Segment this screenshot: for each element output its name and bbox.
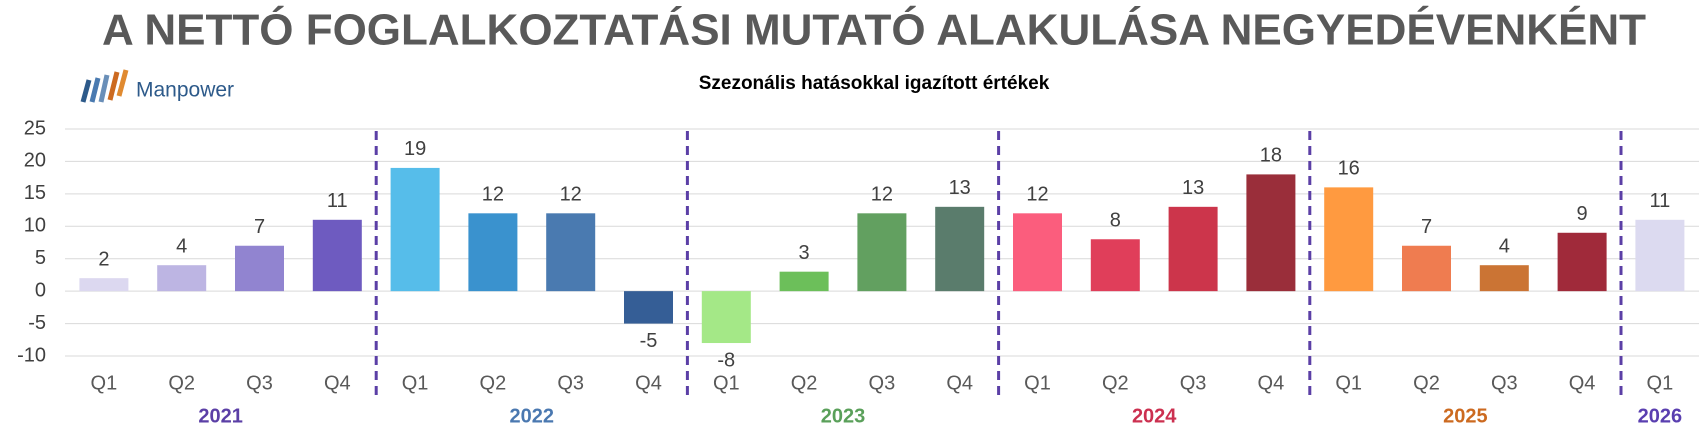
x-tick-label: Q4 [1258, 372, 1285, 394]
bar [157, 265, 207, 292]
y-tick-label: -5 [28, 312, 46, 334]
x-tick-label: Q3 [869, 372, 896, 394]
value-label: 18 [1260, 145, 1282, 167]
y-tick-label: 20 [24, 150, 46, 172]
bar [701, 291, 751, 344]
value-label: 8 [1110, 210, 1121, 232]
value-label: 12 [560, 184, 582, 206]
group-label: 2024 [1132, 405, 1177, 427]
y-tick-label: -10 [17, 344, 46, 366]
x-tick-label: Q1 [1647, 372, 1674, 394]
x-tick-label: Q4 [635, 372, 662, 394]
bar [857, 213, 907, 292]
y-tick-label: 0 [35, 279, 46, 301]
value-label: 7 [254, 216, 265, 238]
x-tick-label: Q2 [168, 372, 195, 394]
chart-title: A NETTÓ FOGLALKOZTATÁSI MUTATÓ ALAKULÁSA… [102, 5, 1646, 55]
value-label: 11 [327, 190, 348, 212]
value-label: 16 [1338, 158, 1360, 180]
x-tick-label: Q3 [246, 372, 273, 394]
bar [1402, 245, 1451, 292]
bar [468, 213, 518, 292]
value-label: 2 [98, 248, 109, 270]
y-tick-label: 15 [24, 182, 46, 204]
x-tick-label: Q1 [1335, 372, 1362, 394]
group-label: 2026 [1638, 405, 1683, 427]
logo-stripe [80, 79, 92, 103]
x-tick-label: Q2 [791, 372, 818, 394]
chart-subtitle: Szezonális hatásokkal igazított értékek [699, 73, 1050, 94]
bar [1324, 187, 1374, 292]
x-tick-label: Q1 [713, 372, 740, 394]
logo-stripe [98, 74, 110, 103]
x-tick-label: Q4 [324, 372, 351, 394]
logo: Manpower [80, 69, 234, 103]
value-label: 13 [949, 177, 971, 199]
bar [1246, 174, 1296, 292]
bar [1090, 239, 1140, 292]
group-label: 2021 [198, 405, 243, 427]
bar [546, 213, 596, 292]
bar [1168, 206, 1218, 292]
bar [935, 206, 985, 292]
bar [235, 245, 284, 292]
value-label: 13 [1182, 177, 1204, 199]
value-label: 12 [482, 184, 504, 206]
bar [779, 271, 829, 292]
value-label: -5 [640, 330, 658, 352]
x-tick-label: Q2 [480, 372, 507, 394]
x-tick-label: Q2 [1102, 372, 1129, 394]
value-label: 4 [176, 235, 187, 257]
y-tick-label: 5 [35, 247, 46, 269]
value-label: 11 [1650, 190, 1671, 212]
x-tick-label: Q1 [402, 372, 429, 394]
value-label: 19 [404, 138, 426, 160]
bar [390, 167, 440, 292]
value-label: -8 [717, 349, 735, 371]
group-label: 2023 [821, 405, 866, 427]
logo-stripe [116, 69, 129, 97]
bar [79, 278, 129, 292]
bar [1635, 219, 1685, 292]
bar [1013, 213, 1062, 292]
x-tick-label: Q3 [1491, 372, 1518, 394]
x-tick-label: Q3 [557, 372, 584, 394]
x-tick-label: Q1 [91, 372, 118, 394]
y-tick-label: 10 [24, 215, 46, 237]
value-label: 9 [1577, 203, 1588, 225]
logo-text: Manpower [136, 79, 234, 102]
value-label: 12 [1026, 184, 1048, 206]
x-tick-label: Q1 [1024, 372, 1051, 394]
bar [1479, 265, 1529, 292]
x-tick-label: Q4 [1569, 372, 1596, 394]
value-label: 7 [1421, 216, 1432, 238]
bar [624, 291, 673, 324]
x-tick-label: Q2 [1413, 372, 1440, 394]
x-tick-label: Q3 [1180, 372, 1207, 394]
value-label: 3 [799, 242, 810, 264]
logo-stripe [107, 71, 120, 101]
logo-stripe [89, 77, 101, 103]
group-label: 2022 [510, 405, 555, 427]
y-tick-label: 25 [24, 117, 46, 139]
x-tick-label: Q4 [946, 372, 973, 394]
bar [1557, 232, 1607, 292]
value-label: 4 [1499, 235, 1510, 257]
bar [312, 219, 362, 292]
group-label: 2025 [1443, 405, 1488, 427]
value-label: 12 [871, 184, 893, 206]
